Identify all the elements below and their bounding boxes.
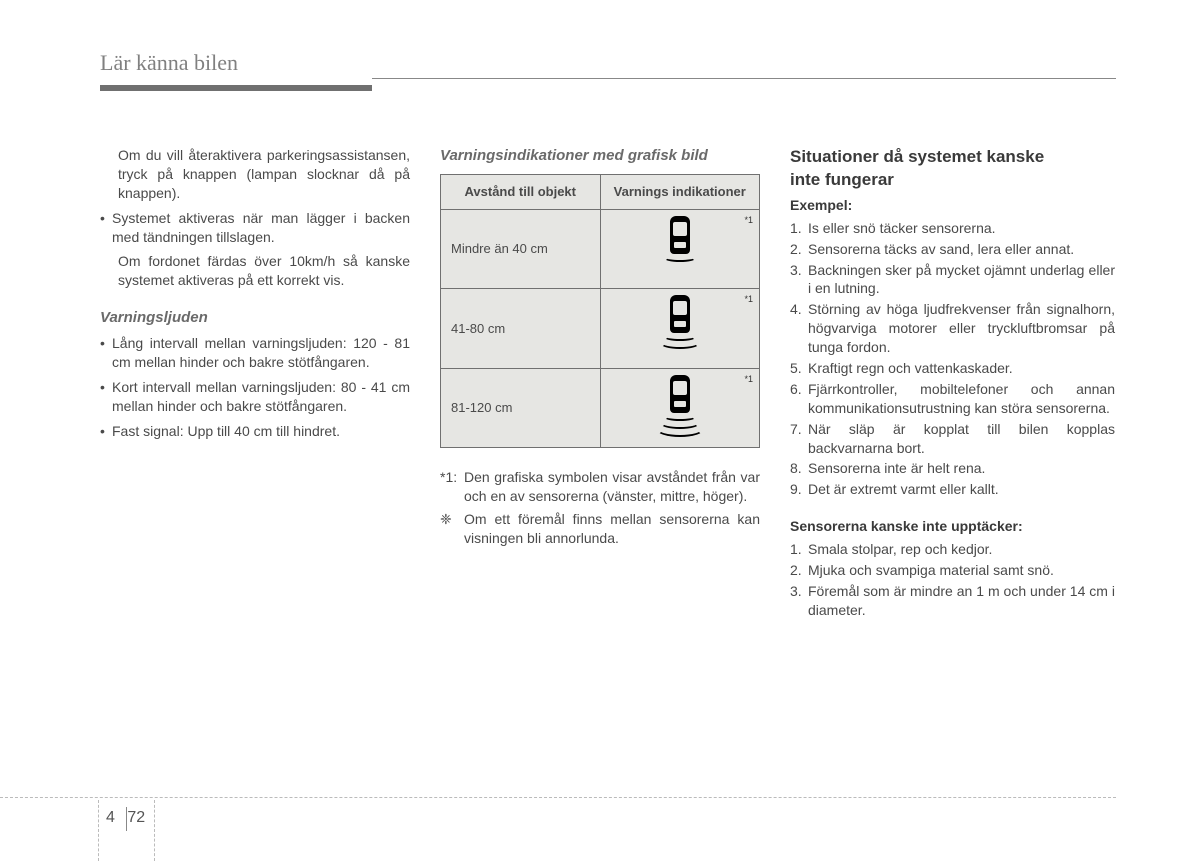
table-header-row: Avstånd till objekt Varnings indikatione… xyxy=(441,175,760,210)
subheading-example: Exempel: xyxy=(790,196,1115,215)
column-1: Om du vill återaktivera parkeringsassist… xyxy=(100,146,410,622)
chapter-number: 4 xyxy=(106,809,115,826)
cell-distance: 81-120 cm xyxy=(441,368,601,448)
list-item: 4.Störning av höga ljudfrekvenser från s… xyxy=(808,300,1115,357)
list-item: 1.Smala stolpar, rep och kedjor. xyxy=(808,540,1115,559)
columns: Om du vill återaktivera parkeringsassist… xyxy=(100,146,1115,622)
subheading-not-detect: Sensorerna kanske inte upptäcker: xyxy=(790,517,1115,536)
list-item: 6.Fjärrkontroller, mobiltelefoner och an… xyxy=(808,380,1115,418)
footnote-2: ❈ Om ett föremål finns mellan sensorerna… xyxy=(440,510,760,548)
footnote-text: Om ett föremål finns mellan sensorerna k… xyxy=(464,511,760,546)
not-detect-list: 1.Smala stolpar, rep och kedjor. 2.Mjuka… xyxy=(790,540,1115,620)
cell-icon: *1 xyxy=(600,289,760,369)
footnote-marker: *1 xyxy=(744,214,753,226)
footnote-text: Den grafiska symbolen visar avståndet fr… xyxy=(464,469,760,504)
footnote-marker: *1 xyxy=(744,373,753,385)
list-item: 1.Is eller snö täcker sensorerna. xyxy=(808,219,1115,238)
page-content: Lär känna bilen Om du vill återaktivera … xyxy=(100,50,1115,811)
subheading-warning-sounds: Varningsljuden xyxy=(100,308,410,328)
page-title: Lär känna bilen xyxy=(100,50,1115,76)
table-row: 81-120 cm *1 xyxy=(441,368,760,448)
cut-mark-v xyxy=(154,800,155,861)
cut-mark-h xyxy=(0,797,1116,798)
list-item: 2.Sensorerna täcks av sand, lera eller a… xyxy=(808,240,1115,259)
list-item: 5.Kraftigt regn och vattenkaskader. xyxy=(808,359,1115,378)
paragraph: Om du vill återaktivera parkeringsassist… xyxy=(100,146,410,203)
list-item: 2.Mjuka och svampiga material samt snö. xyxy=(808,561,1115,580)
list-item: 3.Backningen sker på mycket ojämnt under… xyxy=(808,261,1115,299)
list-item: 3.Föremål som är mindre an 1 m och under… xyxy=(808,582,1115,620)
footnote-1: *1: Den grafiska symbolen visar avstånde… xyxy=(440,468,760,506)
cell-icon: *1 xyxy=(600,209,760,289)
page-number-separator xyxy=(126,807,127,831)
example-list: 1.Is eller snö täcker sensorerna. 2.Sens… xyxy=(790,219,1115,499)
bullet-item: Lång intervall mellan varningsljuden: 12… xyxy=(100,334,410,372)
bullet-item: Systemet aktiveras när man lägger i back… xyxy=(100,209,410,247)
car-proximity-icon xyxy=(656,214,704,280)
warning-table: Avstånd till objekt Varnings indikatione… xyxy=(440,174,760,448)
heading-situations: Situationer då systemet kanske inte fung… xyxy=(790,146,1115,192)
bullet-item: Kort intervall mellan varningsljuden: 80… xyxy=(100,378,410,416)
cell-icon: *1 xyxy=(600,368,760,448)
footnote-mark: ❈ xyxy=(440,510,452,529)
car-proximity-icon xyxy=(656,293,704,359)
footnote-marker: *1 xyxy=(744,293,753,305)
bullet-item: Fast signal: Upp till 40 cm till hindret… xyxy=(100,422,410,441)
paragraph: Om fordonet färdas över 10km/h så kanske… xyxy=(100,252,410,290)
list-item: 7.När släp är kopplat till bilen kopplas… xyxy=(808,420,1115,458)
table-row: Mindre än 40 cm *1 xyxy=(441,209,760,289)
th-indication: Varnings indikationer xyxy=(600,175,760,210)
header-rule xyxy=(100,78,1115,96)
table-row: 41-80 cm *1 xyxy=(441,289,760,369)
column-2: Varningsindikationer med grafisk bild Av… xyxy=(440,146,760,622)
subheading-warning-indications: Varningsindikationer med grafisk bild xyxy=(440,146,760,166)
footnotes: *1: Den grafiska symbolen visar avstånde… xyxy=(440,468,760,548)
list-item: 8.Sensorerna inte är helt rena. xyxy=(808,459,1115,478)
cell-distance: Mindre än 40 cm xyxy=(441,209,601,289)
th-distance: Avstånd till objekt xyxy=(441,175,601,210)
cut-mark-v xyxy=(98,800,99,861)
car-proximity-icon xyxy=(656,373,704,439)
column-3: Situationer då systemet kanske inte fung… xyxy=(790,146,1115,622)
footnote-mark: *1: xyxy=(440,468,457,487)
list-item: 9.Det är extremt varmt eller kallt. xyxy=(808,480,1115,499)
page-num: 72 xyxy=(127,809,145,826)
cell-distance: 41-80 cm xyxy=(441,289,601,369)
